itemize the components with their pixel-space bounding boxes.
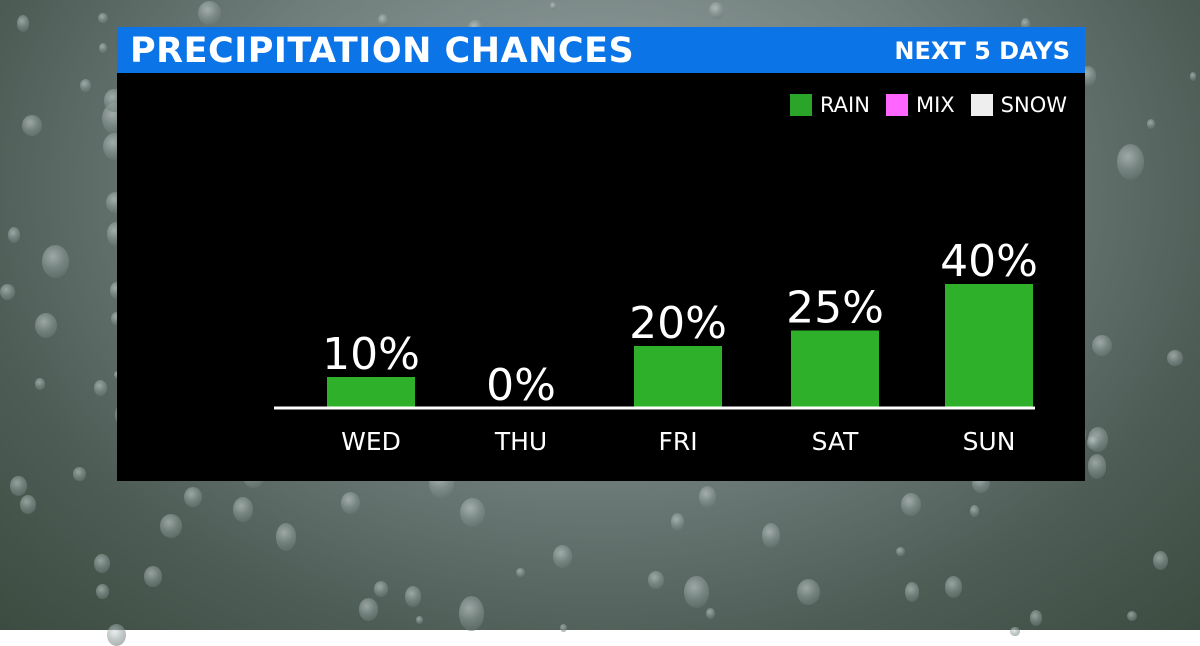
rain-drop bbox=[1152, 550, 1169, 571]
rain-drop bbox=[900, 492, 922, 517]
rain-drop bbox=[1126, 611, 1137, 622]
rain-drop bbox=[95, 583, 110, 600]
rain-drop bbox=[762, 522, 781, 548]
rain-drop bbox=[8, 226, 21, 244]
rain-drop bbox=[1146, 119, 1156, 130]
rain-drop bbox=[79, 78, 92, 93]
legend-item-mix: MIX bbox=[885, 93, 955, 117]
data-label: 20% bbox=[629, 298, 727, 349]
rain-drop bbox=[1087, 435, 1100, 450]
rain-drop bbox=[516, 567, 525, 578]
rain-drop bbox=[1167, 349, 1183, 366]
rain-drop bbox=[705, 607, 715, 620]
legend-label: RAIN bbox=[819, 93, 870, 117]
legend-label: MIX bbox=[915, 93, 955, 117]
rain-drop bbox=[0, 283, 15, 301]
rain-drop bbox=[709, 2, 724, 19]
bar-fri bbox=[634, 346, 722, 408]
rain-drop bbox=[684, 575, 709, 608]
rain-drop bbox=[99, 43, 108, 54]
rain-drop bbox=[647, 570, 664, 589]
bar-wed bbox=[327, 377, 415, 408]
legend-label: SNOW bbox=[1000, 93, 1067, 117]
rain-drop bbox=[10, 476, 27, 496]
rain-drop bbox=[1087, 454, 1107, 479]
data-label: 25% bbox=[786, 283, 884, 334]
rain-drop bbox=[416, 615, 424, 624]
rain-drop bbox=[460, 498, 486, 528]
rain-drop bbox=[94, 379, 108, 396]
chart-subtitle: NEXT 5 DAYS bbox=[894, 37, 1070, 65]
rain-drop bbox=[72, 467, 86, 481]
rain-drop bbox=[405, 586, 422, 607]
rain-drop bbox=[42, 245, 70, 278]
rain-drop bbox=[1091, 334, 1112, 356]
legend-swatch-snow bbox=[970, 94, 993, 116]
rain-drop bbox=[373, 581, 389, 598]
rain-drop bbox=[1030, 610, 1042, 626]
rain-drop bbox=[21, 115, 43, 136]
data-label: 0% bbox=[486, 360, 556, 411]
x-tick-label: SUN bbox=[963, 427, 1016, 456]
rain-drop bbox=[275, 523, 297, 551]
legend-swatch-rain bbox=[789, 94, 812, 116]
rain-drop bbox=[552, 545, 573, 569]
rain-drop bbox=[94, 553, 111, 573]
header-bar: PRECIPITATION CHANCES NEXT 5 DAYS bbox=[117, 27, 1085, 73]
data-label: 40% bbox=[940, 236, 1038, 287]
rain-drop bbox=[111, 311, 123, 326]
legend-item-snow: SNOW bbox=[970, 93, 1067, 117]
rain-drop bbox=[144, 566, 162, 587]
rain-drop bbox=[232, 496, 253, 523]
rain-drop bbox=[699, 485, 717, 508]
rain-drop bbox=[184, 486, 203, 508]
chart-title: PRECIPITATION CHANCES bbox=[130, 31, 635, 71]
rain-drop bbox=[550, 2, 557, 10]
data-label: 10% bbox=[322, 329, 420, 380]
rain-drop bbox=[160, 514, 183, 538]
rain-drop bbox=[969, 505, 979, 517]
rain-drop bbox=[895, 547, 905, 557]
rain-drop bbox=[377, 13, 389, 27]
rain-drop bbox=[944, 576, 962, 598]
bar-chart: 10% WED 0% THU 20% FRI 25% SAT 40% SUN bbox=[274, 236, 1038, 456]
x-tick-label: SAT bbox=[812, 427, 859, 456]
rain-drop bbox=[1189, 72, 1197, 82]
legend: RAIN MIX SNOW bbox=[789, 93, 1067, 117]
rain-drop bbox=[560, 624, 568, 633]
rain-drop bbox=[197, 0, 221, 26]
legend-swatch-mix bbox=[885, 94, 908, 116]
x-tick-label: WED bbox=[341, 427, 401, 456]
rain-drop bbox=[341, 492, 361, 515]
rain-drop bbox=[1116, 144, 1144, 181]
x-tick-label: FRI bbox=[658, 427, 697, 456]
rain-drop bbox=[98, 13, 108, 24]
bar-sat bbox=[791, 330, 879, 408]
chart-panel: PRECIPITATION CHANCES NEXT 5 DAYS RAIN M… bbox=[117, 27, 1085, 481]
rain-drop bbox=[35, 378, 46, 390]
rain-drop bbox=[20, 495, 36, 515]
rain-drop bbox=[17, 14, 30, 33]
rain-drop bbox=[458, 595, 485, 632]
rain-drop bbox=[358, 597, 379, 621]
rain-drop bbox=[904, 582, 919, 603]
rain-drop bbox=[670, 513, 685, 531]
legend-item-rain: RAIN bbox=[789, 93, 870, 117]
rain-drop bbox=[796, 578, 821, 605]
rain-drop bbox=[34, 313, 57, 338]
rain-drop bbox=[1021, 18, 1031, 30]
x-tick-label: THU bbox=[494, 427, 547, 456]
bar-sun bbox=[945, 284, 1033, 408]
